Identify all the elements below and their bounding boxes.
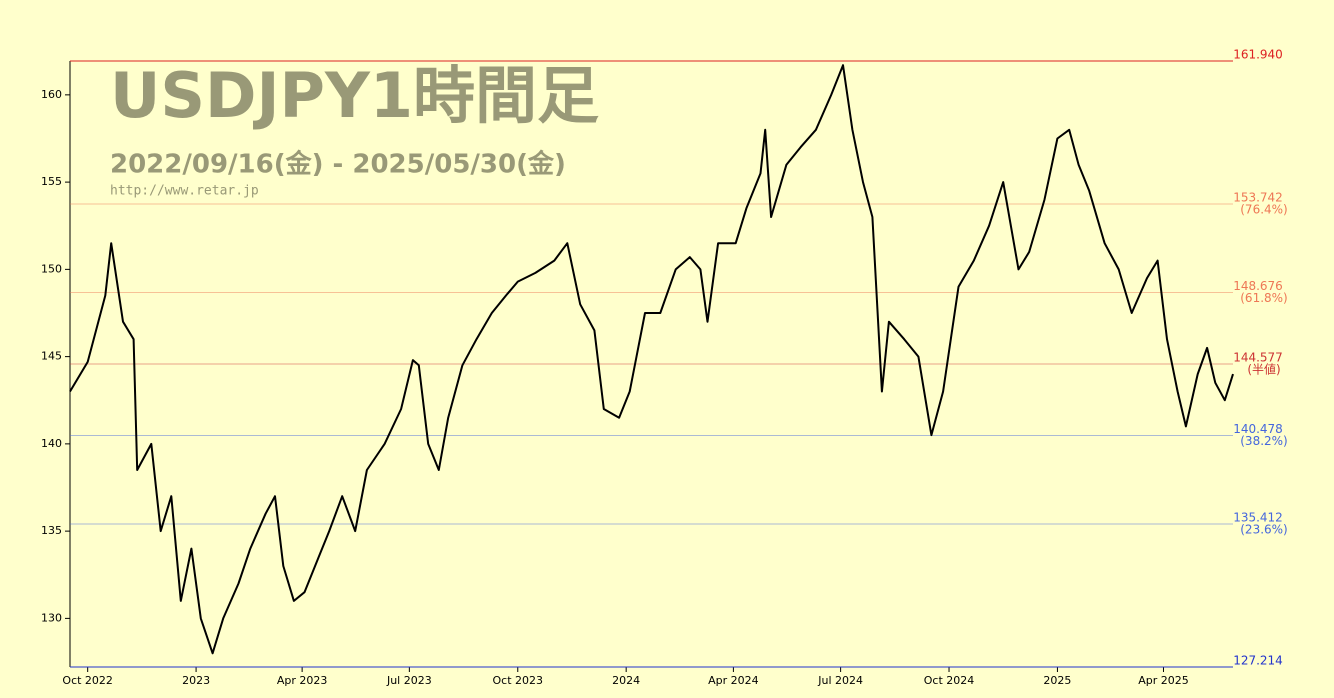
x-tick-label: Oct 2023 (493, 674, 544, 687)
x-tick-label: Apr 2024 (708, 674, 759, 687)
level-note: (61.8%) (1240, 291, 1287, 305)
x-tick-label: Oct 2024 (924, 674, 975, 687)
level-label: 140.478 (1233, 422, 1283, 436)
y-tick-label: 140 (41, 437, 62, 450)
y-tick-label: 145 (41, 350, 62, 363)
level-label: 148.676 (1233, 279, 1283, 293)
y-tick-label: 155 (41, 175, 62, 188)
level-label: 153.742 (1233, 191, 1283, 205)
x-tick-label: Apr 2025 (1138, 674, 1189, 687)
level-note: (23.6%) (1240, 522, 1287, 536)
level-note: (半値) (1247, 362, 1280, 377)
level-label: 127.214 (1233, 654, 1283, 668)
level-note: (76.4%) (1240, 203, 1287, 217)
price-line (69, 64, 1234, 655)
level-note: (38.2%) (1240, 434, 1287, 448)
x-tick-label: Apr 2023 (277, 674, 328, 687)
chart-title: USDJPY1時間足 (110, 59, 599, 132)
chart-subtitle: 2022/09/16(金) - 2025/05/30(金) (110, 149, 566, 180)
level-label: 135.412 (1233, 510, 1283, 524)
y-tick-label: 135 (41, 524, 62, 537)
y-tick-label: 130 (41, 611, 62, 624)
x-tick-label: 2023 (182, 674, 210, 687)
x-tick-label: Jul 2023 (386, 674, 432, 687)
x-tick-label: 2025 (1043, 674, 1071, 687)
y-tick-label: 150 (41, 262, 62, 275)
y-tick-label: 160 (41, 88, 62, 101)
source-url: http://www.retar.jp (110, 184, 259, 199)
x-tick-label: Jul 2024 (817, 674, 863, 687)
level-label: 144.577 (1233, 351, 1283, 365)
x-tick-label: Oct 2022 (62, 674, 113, 687)
level-label: 161.940 (1233, 48, 1283, 62)
x-tick-label: 2024 (612, 674, 640, 687)
